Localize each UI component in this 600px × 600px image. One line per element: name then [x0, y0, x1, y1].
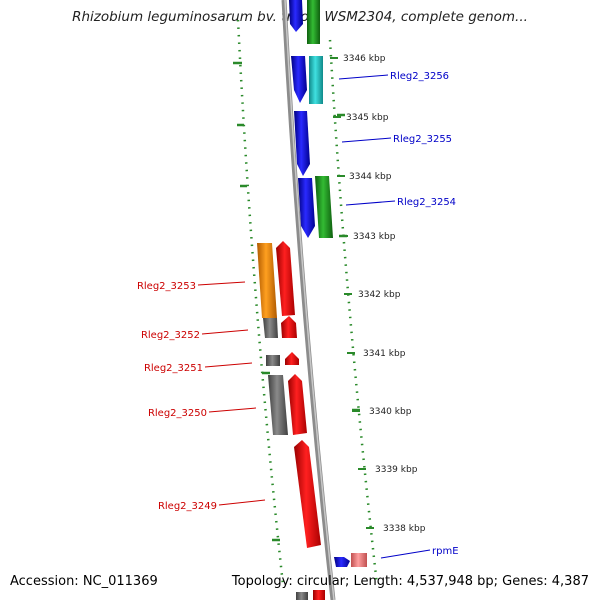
accession-text: Accession: NC_011369 [10, 574, 158, 589]
label-rleg2-3254: Rleg2_3254 [397, 197, 456, 208]
genome-summary-text: Topology: circular; Length: 4,537,948 bp… [231, 574, 589, 589]
label-rleg2-3252: Rleg2_3252 [141, 330, 200, 341]
tick-label-3340: 3340 kbp [369, 407, 412, 417]
label-rleg2-3256: Rleg2_3256 [390, 71, 449, 82]
reverse-cog-track [257, 243, 308, 600]
reverse-strand-genes [276, 241, 325, 600]
tick-label-3346: 3346 kbp [343, 54, 386, 64]
tick-label-3344: 3344 kbp [349, 172, 392, 182]
gene-rleg2-3254[interactable] [298, 178, 315, 238]
gene-rleg2-3249[interactable] [294, 440, 321, 548]
gene-rleg2-3256[interactable] [291, 56, 307, 103]
gene-rleg2-3251[interactable] [285, 352, 299, 365]
label-rleg2-3251: Rleg2_3251 [144, 363, 203, 374]
label-rleg2-3249: Rleg2_3249 [158, 501, 217, 512]
label-rleg2-3253: Rleg2_3253 [137, 281, 196, 292]
gene-rpme[interactable] [334, 557, 350, 567]
tick-label-3339: 3339 kbp [375, 465, 418, 475]
forward-gene-labels: Rleg2_3256 Rleg2_3255 Rleg2_3254 rpmE [338, 71, 459, 559]
label-rleg2-3255: Rleg2_3255 [393, 134, 452, 145]
gene-forward-top-partial[interactable] [289, 0, 303, 32]
gene-rleg2-3255[interactable] [294, 111, 310, 176]
tick-label-3338: 3338 kbp [383, 524, 426, 534]
scale-ticks [330, 57, 374, 529]
tick-label-3343: 3343 kbp [353, 232, 396, 242]
gene-rleg2-3252[interactable] [281, 316, 297, 338]
gene-rleg2-3250[interactable] [288, 374, 307, 435]
gene-rleg2-3253[interactable] [276, 241, 295, 316]
label-rpme: rpmE [432, 546, 459, 557]
forward-strand-genes [289, 0, 350, 567]
tick-label-3341: 3341 kbp [363, 349, 406, 359]
forward-cog-track [307, 0, 367, 567]
reverse-gene-labels: Rleg2_3253 Rleg2_3252 Rleg2_3251 Rleg2_3… [137, 281, 266, 512]
tick-label-3342: 3342 kbp [358, 290, 401, 300]
label-rleg2-3250: Rleg2_3250 [148, 408, 207, 419]
genome-backbone [281, 0, 336, 600]
scale-tick-labels: 3346 kbp 3345 kbp 3344 kbp 3343 kbp 3342… [343, 54, 426, 534]
tick-label-3345: 3345 kbp [346, 113, 389, 123]
